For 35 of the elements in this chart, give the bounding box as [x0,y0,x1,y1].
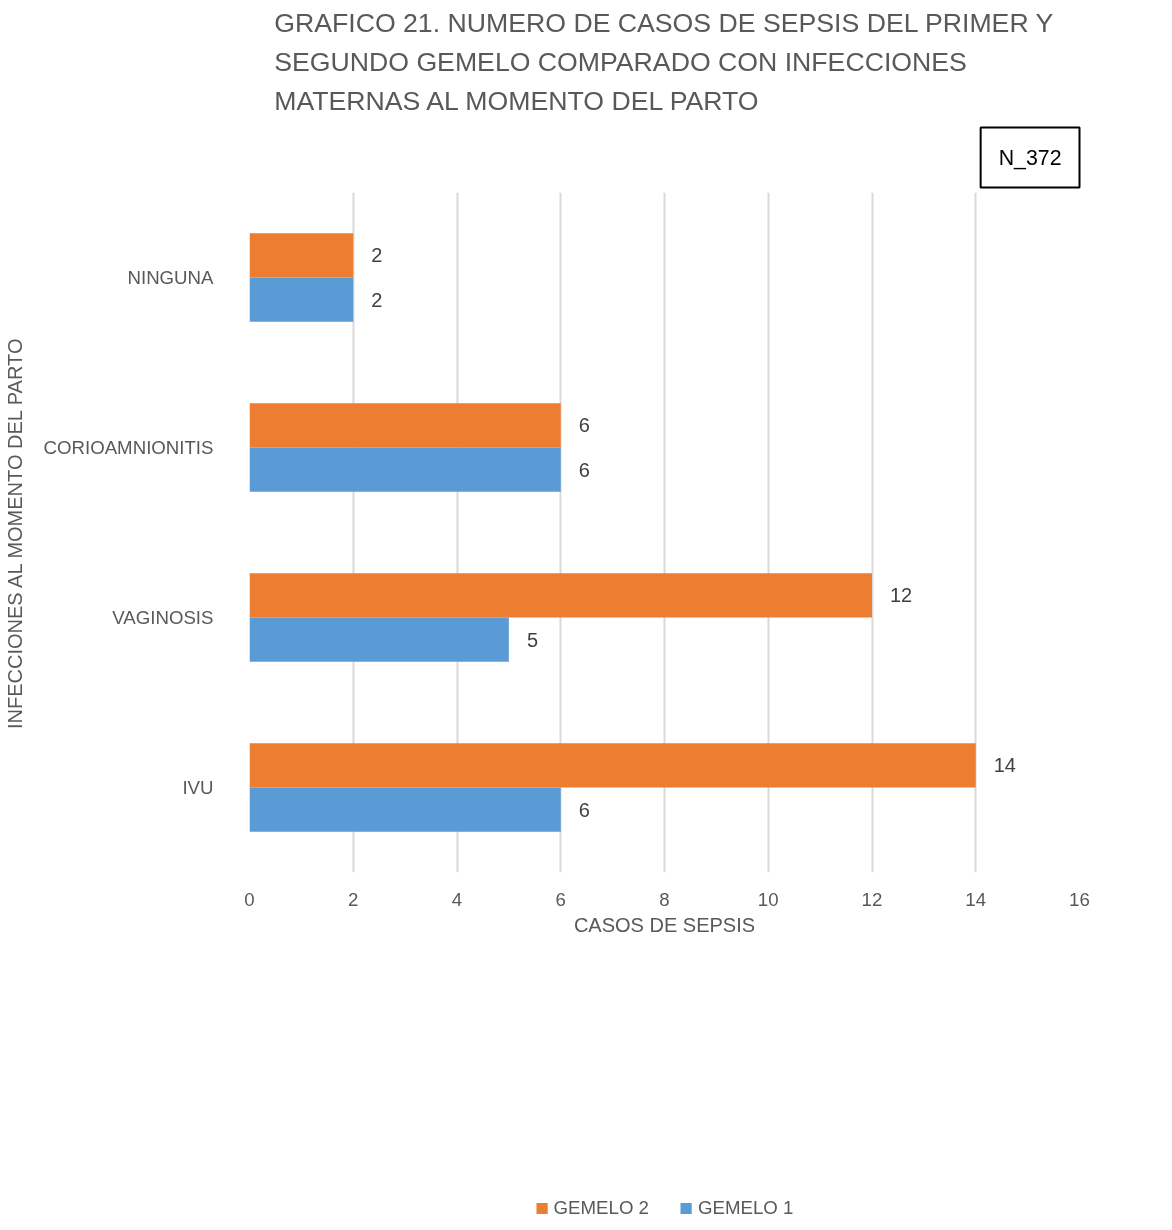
x-tick-label: 12 [861,888,883,910]
data-label: 5 [526,628,538,651]
x-tick-label: 8 [659,888,670,910]
legend-label: GEMELO 1 [698,1197,794,1219]
data-label: 2 [371,244,383,267]
x-axis-title: CASOS DE SEPSIS [573,913,756,936]
chart-title: GRAFICO 21. NUMERO DE CASOS DE SEPSIS DEL PRIMER Y SEGUNDO GEMELO COMPARADO CON INFECCIONES MATERNAS AL MOMENTO DEL PARTO [274,7,1054,116]
y-tick-label: IVU [182,777,214,798]
data-label: 6 [578,414,590,437]
data-label: 6 [578,458,590,481]
data-label: 12 [890,584,913,607]
bar [249,403,561,448]
x-tick-label: 10 [757,888,779,910]
y-tick-label: CORIOAMNIONITIS [43,437,214,458]
x-tick-label: 16 [1069,888,1090,910]
bar [249,277,354,322]
x-tick-label: 0 [244,888,255,910]
y-tick-label: VAGINOSIS [112,607,214,628]
bar [249,233,354,278]
bar [249,617,509,662]
data-label: 2 [371,288,383,311]
y-axis-title: INFECCIONES AL MOMENTO DEL PARTO [3,338,26,730]
y-tick-label: NINGUNA [127,267,215,288]
x-tick-label: 2 [348,888,359,910]
bar [249,573,872,618]
x-tick-label: 14 [965,888,987,910]
bar [249,447,561,492]
text: N_372 [998,145,1062,170]
data-label: 14 [993,754,1016,777]
bar [249,743,976,788]
x-tick-label: 4 [451,888,463,910]
data-label: 6 [578,798,590,821]
x-tick-label: 6 [555,888,566,910]
bar [249,787,561,832]
legend-label: GEMELO 2 [553,1197,649,1219]
